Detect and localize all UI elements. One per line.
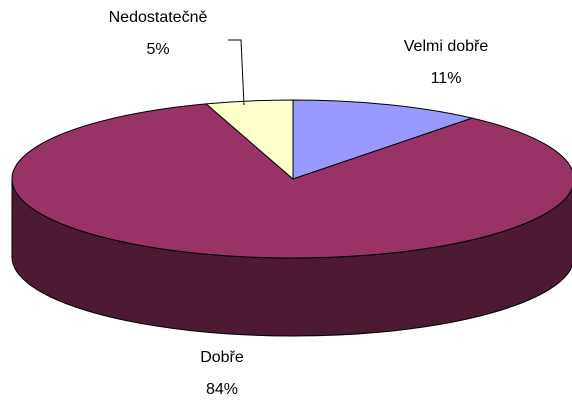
slice-label: Velmi dobře — [404, 38, 489, 55]
leader-line — [228, 39, 245, 106]
slice-label: Dobře — [200, 349, 244, 366]
slice — [204, 99, 294, 181]
slice-value-label: 11% — [431, 70, 462, 87]
slice-value-label: 84% — [206, 381, 238, 398]
slice-value-label: 5% — [146, 41, 169, 58]
slice — [11, 103, 572, 259]
pie — [11, 99, 572, 337]
slice — [292, 99, 474, 180]
slice-label: Nedostatečně — [109, 9, 208, 26]
